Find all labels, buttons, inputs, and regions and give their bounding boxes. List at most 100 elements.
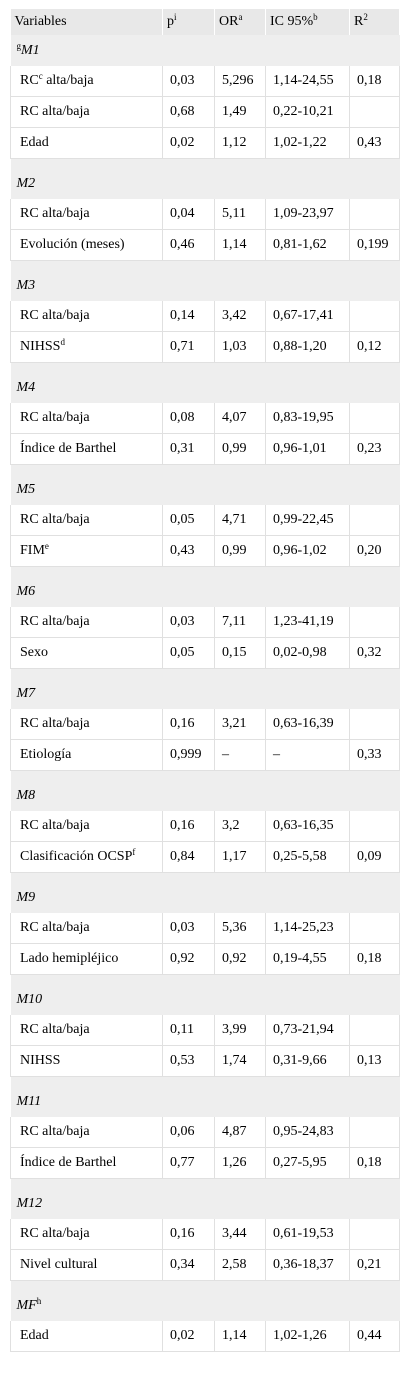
header-p: pi [162, 9, 215, 35]
group-title: M2 [10, 168, 400, 199]
group-header-row: M8 [10, 780, 400, 811]
separator-cell [10, 260, 400, 270]
group-separator [10, 974, 400, 984]
group-title: M3 [10, 270, 400, 301]
cell-r2 [349, 301, 400, 332]
group-title-text: M7 [16, 685, 36, 701]
cell-variable: Índice de Barthel [10, 1147, 163, 1179]
cell-or: 1,74 [214, 1045, 266, 1077]
cell-ic: 0,63-16,39 [265, 709, 350, 740]
group-separator [10, 1280, 400, 1290]
group-separator [10, 1076, 400, 1086]
table-row: RC alta/baja 0,03 7,11 1,23-41,19 [10, 607, 400, 638]
cell-variable: RC alta/baja [10, 913, 163, 944]
cell-r2 [349, 1015, 400, 1046]
separator-cell [10, 1076, 400, 1086]
table-row: Etiología 0,999– –0,33 [10, 739, 400, 771]
cell-variable: Evolución (meses) [10, 229, 163, 261]
group-title: M12 [10, 1188, 400, 1219]
cell-variable: RC alta/baja [10, 199, 163, 230]
cell-ic: 0,61-19,53 [265, 1219, 350, 1250]
cell-ic: 0,96-1,01 [265, 433, 350, 465]
table-row: Evolución (meses) 0,46 1,14 0,81-1,62 0,199 [10, 229, 400, 261]
table-body: gM1 RCc alta/baja 0,03 5,296 1,14-24,55 0,18 R… [10, 35, 400, 1352]
cell-p: 0,03 [162, 66, 215, 97]
cell-r2: 0,13 [349, 1045, 400, 1077]
cell-p: 0,34 [162, 1249, 215, 1281]
group-separator [10, 1178, 400, 1188]
cell-r2 [349, 403, 400, 434]
cell-ic: 0,63-16,35 [265, 811, 350, 842]
cell-or: 5,36 [214, 913, 266, 944]
cell-ic: 0,88-1,20 [265, 331, 350, 363]
cell-p: 0,03 [162, 607, 215, 638]
cell-p: 0,05 [162, 505, 215, 536]
cell-p: 0,68 [162, 96, 215, 128]
cell-variable: RCc alta/baja [10, 66, 163, 97]
cell-r2: 0,21 [349, 1249, 400, 1281]
cell-variable: RC alta/baja [10, 301, 163, 332]
cell-or: 0,99 [214, 535, 266, 567]
cell-ic: 0,02-0,98 [265, 637, 350, 669]
header-row: Variables pi ORa IC 95%b R2 [10, 9, 400, 35]
cell-r2: 0,18 [349, 66, 400, 97]
group-title-text: M3 [16, 277, 36, 293]
table-row: NIHSS 0,53 1,74 0,31-9,66 0,13 [10, 1045, 400, 1077]
cell-or: 4,87 [214, 1117, 266, 1148]
cell-ic: 0,22-10,21 [265, 96, 350, 128]
cell-variable: RC alta/baja [10, 607, 163, 638]
cell-variable: Clasificación OCSPf [10, 841, 163, 873]
cell-ic: 1,23-41,19 [265, 607, 350, 638]
cell-variable: RC alta/baja [10, 709, 163, 740]
table-row: RC alta/baja 0,08 4,07 0,83-19,95 [10, 403, 400, 434]
group-header-row: M5 [10, 474, 400, 505]
separator-cell [10, 566, 400, 576]
cell-or: 1,49 [214, 96, 266, 128]
cell-ic: 1,09-23,97 [265, 199, 350, 230]
group-title: M5 [10, 474, 400, 505]
cell-or: 1,12 [214, 127, 266, 159]
group-title-text: MF [16, 1297, 37, 1313]
group-header-row: M7 [10, 678, 400, 709]
group-separator [10, 362, 400, 372]
table-row: Edad 0,02 1,12 1,02-1,22 0,43 [10, 127, 400, 159]
table-row: Clasificación OCSPf 0,84 1,17 0,25-5,58 0,09 [10, 841, 400, 873]
table-row: RC alta/baja 0,14 3,42 0,67-17,41 [10, 301, 400, 332]
header-variables: Variables [10, 9, 163, 35]
group-title: M4 [10, 372, 400, 403]
cell-or: 1,14 [214, 229, 266, 261]
cell-r2: 0,43 [349, 127, 400, 159]
cell-ic: 0,31-9,66 [265, 1045, 350, 1077]
group-header-row: M12 [10, 1188, 400, 1219]
cell-r2: 0,18 [349, 1147, 400, 1179]
group-title: M11 [10, 1086, 400, 1117]
cell-or: 0,99 [214, 433, 266, 465]
cell-p: 0,43 [162, 535, 215, 567]
cell-variable: RC alta/baja [10, 1117, 163, 1148]
group-title: gM1 [10, 35, 400, 66]
cell-or: 4,07 [214, 403, 266, 434]
cell-ic: 1,02-1,22 [265, 127, 350, 159]
cell-p: 0,92 [162, 943, 215, 975]
cell-or: 0,92 [214, 943, 266, 975]
cell-or: 3,2 [214, 811, 266, 842]
cell-variable: RC alta/baja [10, 811, 163, 842]
cell-r2: 0,44 [349, 1321, 400, 1352]
group-header-row: M9 [10, 882, 400, 913]
cell-r2: 0,23 [349, 433, 400, 465]
cell-p: 0,03 [162, 913, 215, 944]
cell-p: 0,02 [162, 1321, 215, 1352]
cell-ic: 0,95-24,83 [265, 1117, 350, 1148]
group-header-row: gM1 [10, 35, 400, 66]
cell-or: 1,26 [214, 1147, 266, 1179]
cell-r2 [349, 505, 400, 536]
cell-ic: 0,67-17,41 [265, 301, 350, 332]
cell-or: 3,42 [214, 301, 266, 332]
cell-ic: 0,99-22,45 [265, 505, 350, 536]
group-header-row: M2 [10, 168, 400, 199]
group-pre-note: g [16, 40, 22, 51]
cell-r2: 0,199 [349, 229, 400, 261]
separator-cell [10, 770, 400, 780]
group-title-text: M4 [16, 379, 36, 395]
group-separator [10, 464, 400, 474]
